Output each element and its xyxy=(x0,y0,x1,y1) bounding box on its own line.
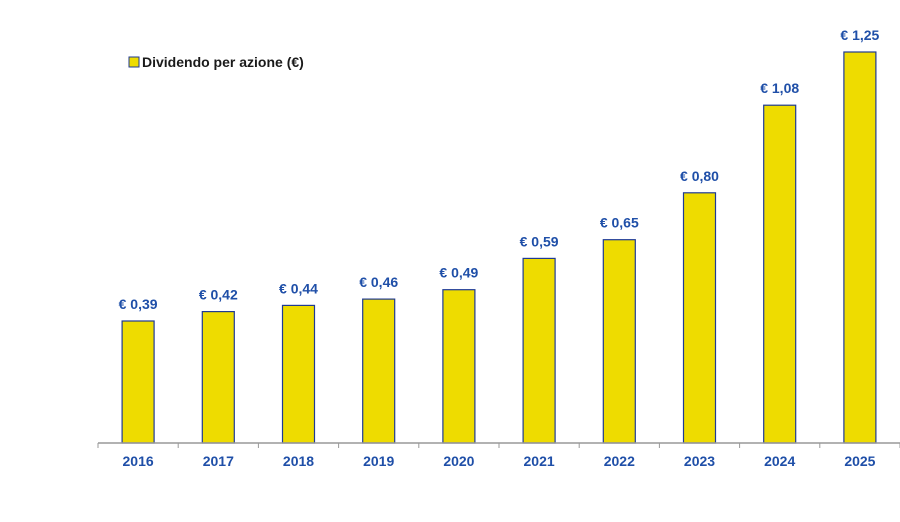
x-tick-label-2020: 2020 xyxy=(443,453,474,469)
x-tick-label-2023: 2023 xyxy=(684,453,715,469)
x-tick-label-2025: 2025 xyxy=(844,453,875,469)
legend-swatch xyxy=(128,56,140,68)
bar-2018 xyxy=(281,304,316,444)
bar-2025 xyxy=(843,51,877,444)
data-label-2023: € 0,80 xyxy=(680,168,719,184)
data-label-2018: € 0,44 xyxy=(279,280,318,296)
x-tick-label-2018: 2018 xyxy=(283,453,314,469)
data-label-2020: € 0,49 xyxy=(439,265,478,281)
x-tick-label-2019: 2019 xyxy=(363,453,394,469)
bars-group xyxy=(121,51,877,444)
x-tick-label-2022: 2022 xyxy=(604,453,635,469)
data-label-2017: € 0,42 xyxy=(199,287,238,303)
x-ticks-group xyxy=(97,443,900,448)
bar-2020 xyxy=(442,289,476,444)
x-tick-label-2021: 2021 xyxy=(524,453,555,469)
bar-2023 xyxy=(682,192,717,444)
x-tick-label-2016: 2016 xyxy=(123,453,154,469)
data-label-2022: € 0,65 xyxy=(600,215,639,231)
x-tick-label-2024: 2024 xyxy=(764,453,795,469)
bar-2022 xyxy=(602,239,636,444)
bar-2021 xyxy=(522,257,556,444)
bar-2019 xyxy=(362,298,396,444)
x-tick-labels-group: 2016 2017 2018 2019 2020 2021 2022 2023 2024 2025 xyxy=(123,453,876,469)
data-labels-group: € 0,39 € 0,42 € 0,44 € 0,46 € 0,49 € 0,59 € 0,… xyxy=(119,27,880,312)
legend-label: Dividendo per azione (€) xyxy=(142,54,304,70)
data-label-2025: € 1,25 xyxy=(840,27,879,43)
data-label-2024: € 1,08 xyxy=(760,80,799,96)
data-label-2019: € 0,46 xyxy=(359,274,398,290)
legend: Dividendo per azione (€) xyxy=(128,54,304,70)
bar-2016 xyxy=(121,320,155,444)
data-label-2016: € 0,39 xyxy=(119,296,158,312)
bar-2024 xyxy=(763,104,797,444)
data-label-2021: € 0,59 xyxy=(520,233,559,249)
x-tick-label-2017: 2017 xyxy=(203,453,234,469)
bar-2017 xyxy=(201,311,235,444)
